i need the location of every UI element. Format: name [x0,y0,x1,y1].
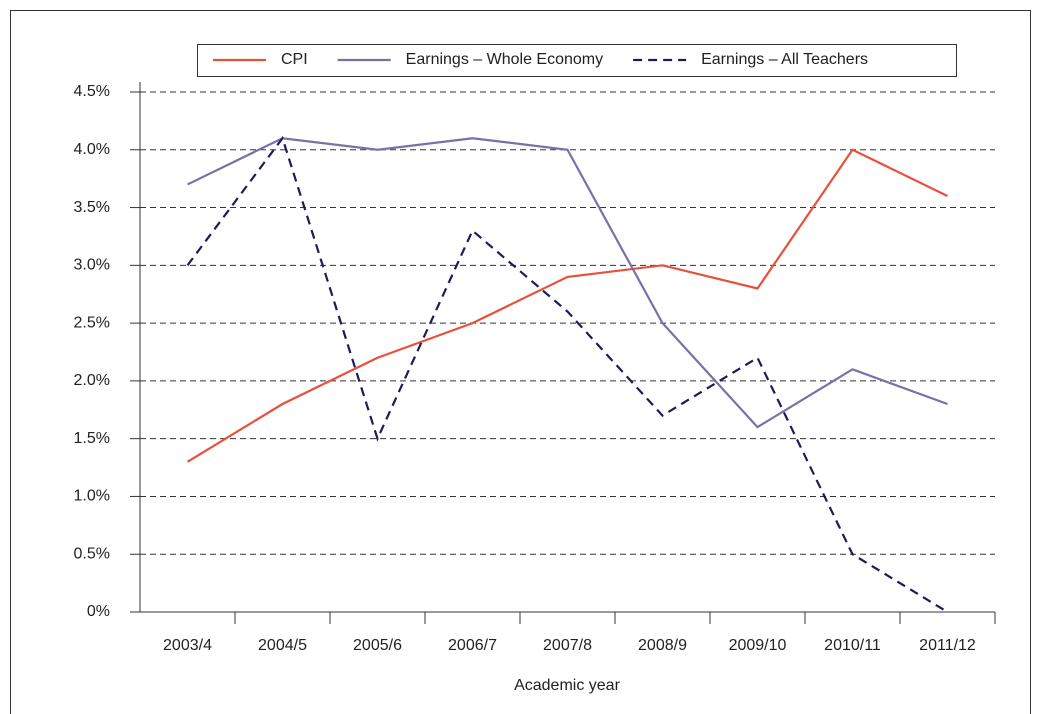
y-tick-label: 0% [87,603,110,620]
y-tick-label: 1.0% [74,488,110,505]
y-tick-label: 4.0% [74,141,110,158]
legend-label: Earnings – All Teachers [701,51,868,68]
y-tick-label: 4.5% [74,83,110,100]
x-tick-label: 2006/7 [448,637,497,654]
series-line [186,135,949,613]
x-tick-label: 2011/12 [919,637,976,654]
y-tick-label: 1.5% [74,430,110,447]
legend-label: Earnings – Whole Economy [406,51,603,68]
x-tick-label: 2004/5 [258,637,307,654]
x-tick-label: 2003/4 [163,637,212,654]
frame [10,10,1031,714]
x-tick-label: 2005/6 [353,637,402,654]
x-tick-label: 2008/9 [638,637,687,654]
x-tick-label: 2007/8 [543,637,592,654]
y-tick-label: 0.5% [74,545,110,562]
legend-label: CPI [281,51,308,68]
x-axis-title: Academic year [514,677,620,694]
x-tick-label: 2009/10 [729,637,787,654]
y-tick-label: 3.5% [74,199,110,216]
legend-box [197,44,957,77]
y-tick-label: 2.5% [74,314,110,331]
y-tick-label: 3.0% [74,257,110,274]
x-tick-label: 2010/11 [824,637,881,654]
y-tick-label: 2.0% [74,372,110,389]
series-line [186,148,948,463]
series-line [187,137,948,429]
